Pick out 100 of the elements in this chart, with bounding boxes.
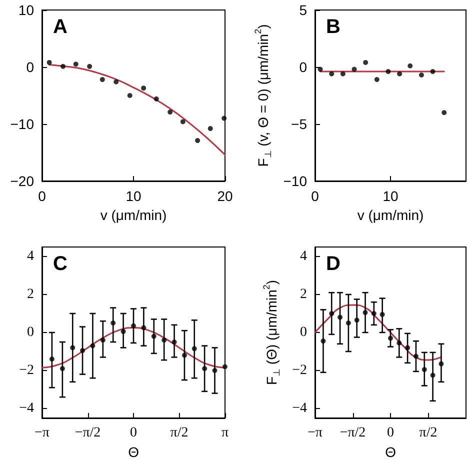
x-tick-label: 10: [382, 188, 398, 204]
y-tick-label: −4: [19, 401, 34, 416]
point: [87, 64, 92, 69]
point: [388, 336, 393, 341]
point: [168, 110, 173, 115]
point: [363, 60, 368, 65]
x-axis-title: v (μm/min): [100, 206, 167, 223]
x-tick-label: π: [221, 426, 229, 440]
y-tick-label: 4: [27, 249, 34, 264]
y-tick-label: 2: [300, 287, 307, 302]
x-axis-title: Θ: [128, 444, 140, 460]
point: [438, 361, 444, 366]
y-tick-label: −20: [10, 173, 34, 189]
point: [141, 86, 146, 91]
x-tick-label: 0: [130, 426, 137, 440]
point: [340, 71, 346, 76]
point: [120, 329, 126, 334]
point: [172, 340, 177, 344]
y-axis-title: F⊥ (Θ) (μm/min2): [262, 280, 282, 386]
point: [222, 364, 228, 370]
point: [100, 338, 106, 343]
chart-title: D: [326, 253, 340, 275]
point: [180, 119, 186, 124]
point: [80, 348, 86, 354]
point: [151, 334, 156, 339]
point: [408, 63, 413, 68]
x-tick-label: 0: [38, 188, 46, 204]
x-tick-label: −π/2: [74, 426, 101, 440]
point: [442, 110, 447, 116]
point: [162, 338, 167, 343]
point: [418, 72, 424, 78]
point: [352, 66, 357, 72]
y-tick-label: −4: [292, 401, 307, 416]
point: [386, 69, 391, 74]
x-tick-label: π/2: [419, 426, 438, 440]
point: [362, 310, 368, 316]
point: [46, 60, 52, 65]
line-series: [314, 304, 442, 361]
point: [346, 320, 351, 326]
point: [141, 325, 146, 330]
point: [329, 71, 334, 76]
x-axis-title: Θ: [385, 444, 396, 460]
point: [430, 372, 436, 378]
point: [154, 96, 159, 102]
x-tick-label: 10: [126, 188, 142, 204]
point: [413, 354, 418, 359]
point: [212, 368, 218, 373]
point: [202, 366, 208, 372]
point: [110, 320, 116, 326]
chart-title: C: [53, 253, 68, 275]
y-tick-label: 5: [299, 2, 308, 18]
point: [73, 62, 78, 67]
point: [397, 71, 402, 76]
point: [131, 323, 136, 328]
x-tick-label: −π: [34, 426, 50, 440]
y-tick-label: −2: [292, 363, 307, 378]
y-tick-label: −5: [291, 116, 308, 132]
y-tick-label: 0: [299, 59, 308, 75]
point: [192, 346, 197, 352]
y-tick-label: 2: [27, 287, 34, 302]
x-tick-label: −π: [308, 426, 322, 440]
point: [318, 66, 323, 72]
point: [371, 311, 376, 316]
point: [354, 318, 360, 323]
x-axis-title: v (μm/min): [357, 206, 424, 223]
x-tick-label: 0: [311, 188, 320, 204]
point: [320, 338, 326, 344]
point: [396, 340, 402, 346]
point: [374, 77, 380, 82]
y-axis-title: F⊥ (v, Θ = 0) (μm/min2): [252, 24, 273, 167]
y-tick-label: 10: [18, 2, 34, 18]
x-tick-label: 0: [387, 426, 394, 440]
point: [60, 366, 65, 372]
y-tick-label: −10: [10, 116, 34, 132]
point: [338, 314, 343, 320]
point: [422, 367, 427, 372]
point: [49, 356, 54, 362]
y-tick-label: 0: [300, 325, 307, 340]
point: [182, 352, 187, 358]
chart-title: A: [53, 16, 68, 38]
point: [195, 138, 200, 144]
y-tick-label: 0: [26, 59, 34, 75]
x-tick-label: 20: [217, 188, 233, 204]
y-tick-label: −2: [19, 363, 34, 378]
point: [430, 69, 436, 74]
point: [90, 343, 96, 348]
point: [70, 345, 76, 350]
y-tick-label: −10: [283, 173, 308, 189]
point: [208, 126, 213, 132]
point: [114, 79, 119, 84]
point: [100, 77, 105, 82]
point: [380, 312, 385, 317]
point: [329, 311, 334, 316]
point: [127, 93, 132, 98]
point: [222, 116, 227, 121]
x-tick-label: −π/2: [340, 426, 366, 440]
point: [405, 345, 410, 350]
y-tick-label: 0: [27, 325, 34, 340]
x-tick-label: π/2: [170, 426, 188, 440]
y-tick-label: 4: [300, 249, 307, 264]
